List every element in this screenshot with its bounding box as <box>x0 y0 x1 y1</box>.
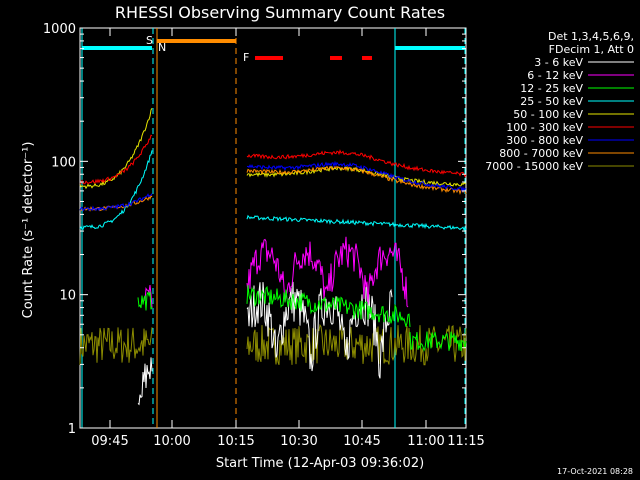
x-tick-label: 10:15 <box>217 434 254 449</box>
y-tick-label: 1 <box>68 422 76 437</box>
night-label: N <box>158 41 166 54</box>
flare-label: F <box>243 51 249 64</box>
legend-label: 800 - 7000 keV <box>499 147 583 160</box>
legend-label: 12 - 25 keV <box>520 82 583 95</box>
series-25-50-kev <box>79 150 467 232</box>
series-800-7000-kev <box>79 165 467 212</box>
legend-label: 100 - 300 keV <box>506 121 583 134</box>
legend-label: 25 - 50 keV <box>520 95 583 108</box>
y-axis-label: Count Rate (s⁻¹ detector⁻¹) <box>21 142 36 319</box>
series-6-12-kev <box>144 236 409 308</box>
legend-info-line2: FDecim 1, Att 0 <box>549 43 634 56</box>
series-50-100-kev <box>79 107 467 190</box>
x-tick-label: 11:00 <box>407 434 444 449</box>
x-tick-label: 10:00 <box>153 434 190 449</box>
y-tick-label: 100 <box>51 155 76 170</box>
saa-label: S <box>146 34 153 47</box>
series-12-25-kev <box>137 285 467 352</box>
legend-label: 50 - 100 keV <box>513 108 583 121</box>
x-tick-label: 10:45 <box>343 434 380 449</box>
legend-label: 3 - 6 keV <box>534 56 583 69</box>
footer-timestamp: 17-Oct-2021 08:28 <box>557 467 633 476</box>
x-axis-label: Start Time (12-Apr-03 09:36:02) <box>216 456 424 471</box>
x-tick-label: 10:30 <box>280 434 317 449</box>
legend-label: 6 - 12 keV <box>527 69 583 82</box>
x-tick-label: 11:15 <box>447 434 484 449</box>
y-tick-label: 1000 <box>43 22 76 37</box>
legend-label: 300 - 800 keV <box>506 134 583 147</box>
legend: Det 1,3,4,5,6,9, FDecim 1, Att 0 3 - 6 k… <box>485 30 634 173</box>
ticks: 1 10 100 1000 09:45 10:00 10:15 10:30 10:45 11:00… <box>43 22 485 449</box>
chart-marks: SN F <box>79 28 467 428</box>
x-tick-label: 09:45 <box>91 434 128 449</box>
chart-title: RHESSI Observing Summary Count Rates <box>115 3 445 22</box>
series-300-800-kev <box>79 160 467 212</box>
legend-info-line1: Det 1,3,4,5,6,9, <box>548 30 634 43</box>
y-tick-label: 10 <box>59 289 76 304</box>
axes <box>79 27 467 429</box>
series-100-300-kev <box>79 134 467 185</box>
plot-frame <box>79 27 467 429</box>
legend-label: 7000 - 15000 keV <box>485 160 583 173</box>
series-3-6-kev <box>137 281 393 406</box>
